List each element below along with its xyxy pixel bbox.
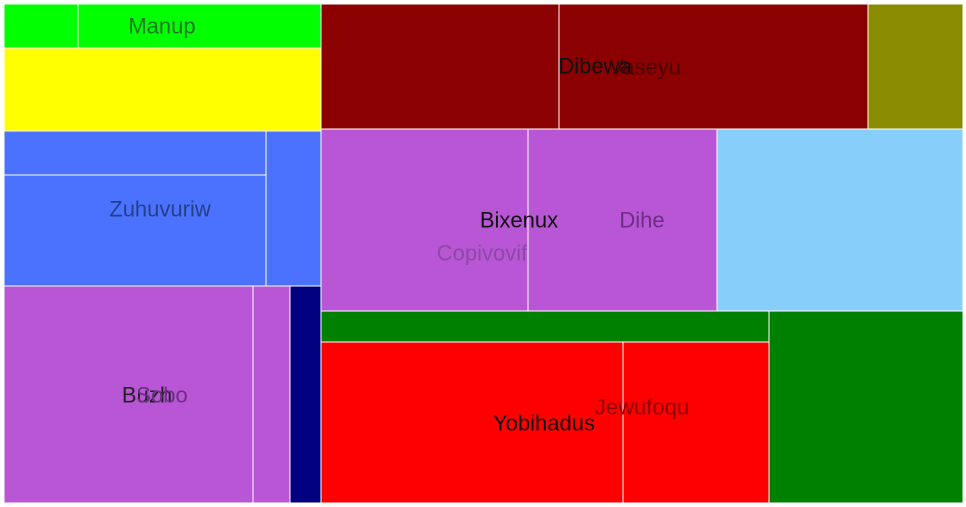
tile-bixenux [320, 128, 529, 312]
label-sobo: Sobo [136, 383, 187, 408]
tile-zuhuvuriw-top [3, 130, 267, 176]
tile-green-strip [320, 310, 770, 343]
tile-dibewa [320, 3, 560, 130]
tile-dihe [527, 128, 718, 312]
label-dihe: Dihe [619, 208, 664, 233]
tile-green-right [768, 310, 964, 504]
label-dibewa: Dibewa [558, 54, 632, 79]
tile-navy-strip [289, 285, 322, 504]
tile-olive [867, 3, 964, 130]
label-copivovif: Copivovif [437, 241, 528, 266]
tile-jewufoqu [622, 341, 770, 504]
tile-buzh [3, 285, 254, 504]
label-bixenux: Bixenux [480, 208, 558, 233]
tile-yobihadus [320, 341, 624, 504]
tile-zuhuvuriw [3, 174, 267, 287]
label-jewufoqu: Jewufoqu [595, 395, 689, 420]
tile-manup-left [3, 3, 79, 49]
tile-zuhuvuriw-right [265, 130, 322, 287]
label-yobihadus: Yobihadus [493, 411, 595, 436]
tile-manup [77, 3, 322, 49]
tile-light-blue [716, 128, 964, 312]
tiles-layer [3, 3, 964, 504]
label-buzh: Buzh [122, 383, 172, 408]
tile-sobo-strip [252, 285, 291, 504]
label-zuhuvuriw: Zuhuvuriw [109, 197, 211, 222]
labels-layer: Manup Zuhuvuriw Buzh Sobo Dibewa Vaseyu … [109, 14, 689, 436]
tile-yellow [3, 47, 322, 132]
label-manup: Manup [128, 14, 195, 39]
label-vaseyu: Vaseyu [609, 55, 681, 80]
